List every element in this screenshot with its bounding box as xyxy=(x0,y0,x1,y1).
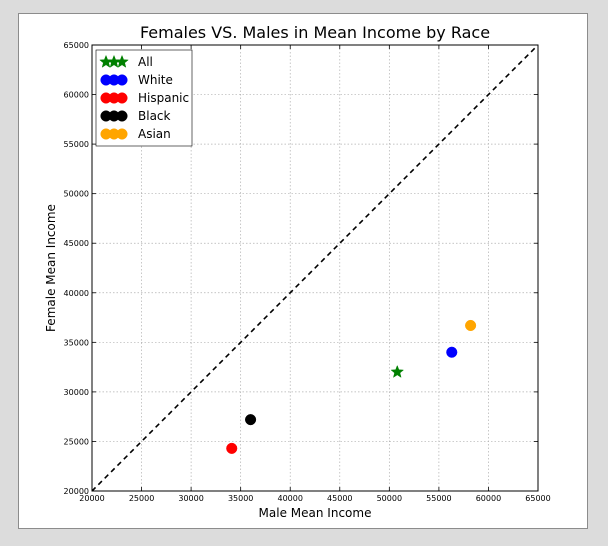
x-tick-label: 55000 xyxy=(426,494,451,503)
x-tick-label: 20000 xyxy=(79,494,104,503)
legend-item-white: White xyxy=(100,73,173,87)
legend-marker-black xyxy=(116,110,128,122)
x-tick-label: 25000 xyxy=(129,494,154,503)
legend-marker-hispanic xyxy=(116,92,128,104)
x-tick-label: 40000 xyxy=(277,494,302,503)
x-tick-label: 50000 xyxy=(377,494,402,503)
legend-label-hispanic: Hispanic xyxy=(138,91,189,105)
data-point-white xyxy=(446,346,458,358)
y-tick-label: 30000 xyxy=(64,388,89,397)
reference-line-group xyxy=(91,44,539,492)
x-tick-label: 30000 xyxy=(178,494,203,503)
axis-ticks: 20000 25000 30000 35000 40000 45000 50000 55000… xyxy=(64,41,551,503)
data-point-asian xyxy=(465,319,477,332)
legend-item-all: All xyxy=(99,54,153,69)
chart-figure: 20000 25000 30000 35000 40000 45000 50000 55000… xyxy=(18,13,588,529)
data-point-black xyxy=(245,414,257,426)
data-point-all xyxy=(390,364,405,378)
y-tick-label: 50000 xyxy=(64,190,89,199)
legend-label-white: White xyxy=(138,73,173,87)
y-tick-label: 45000 xyxy=(64,239,89,248)
legend-label-asian: Asian xyxy=(138,127,171,141)
x-tick-label: 35000 xyxy=(228,494,253,503)
x-tick-label: 45000 xyxy=(327,494,352,503)
legend-marker-asian xyxy=(116,128,128,140)
x-tick-label: 65000 xyxy=(525,494,550,503)
legend-label-all: All xyxy=(138,55,153,69)
chart-title: Females VS. Males in Mean Income by Race xyxy=(140,23,490,42)
x-axis-label: Male Mean Income xyxy=(259,506,372,520)
x-tick-label: 60000 xyxy=(476,494,501,503)
y-tick-label: 65000 xyxy=(64,41,89,50)
data-points xyxy=(226,319,477,454)
y-tick-label: 35000 xyxy=(64,338,89,347)
legend-label-black: Black xyxy=(138,109,171,123)
legend-item-asian: Asian xyxy=(100,127,171,141)
legend-item-black: Black xyxy=(100,109,171,123)
plot-area xyxy=(91,44,539,492)
legend-marker-all xyxy=(115,54,129,68)
legend: All White Hispanic Black Asian xyxy=(95,49,193,147)
y-axis-label: Female Mean Income xyxy=(44,204,58,332)
y-tick-label: 55000 xyxy=(64,140,89,149)
y-tick-label: 60000 xyxy=(64,91,89,100)
y-tick-label: 40000 xyxy=(64,289,89,298)
scatter-chart: 20000 25000 30000 35000 40000 45000 50000 55000… xyxy=(44,23,551,520)
y-tick-label: 20000 xyxy=(64,487,89,496)
y-tick-label: 25000 xyxy=(64,437,89,446)
reference-line xyxy=(91,44,539,492)
data-point-hispanic xyxy=(226,442,238,454)
legend-marker-white xyxy=(116,74,128,86)
legend-item-hispanic: Hispanic xyxy=(100,91,189,105)
